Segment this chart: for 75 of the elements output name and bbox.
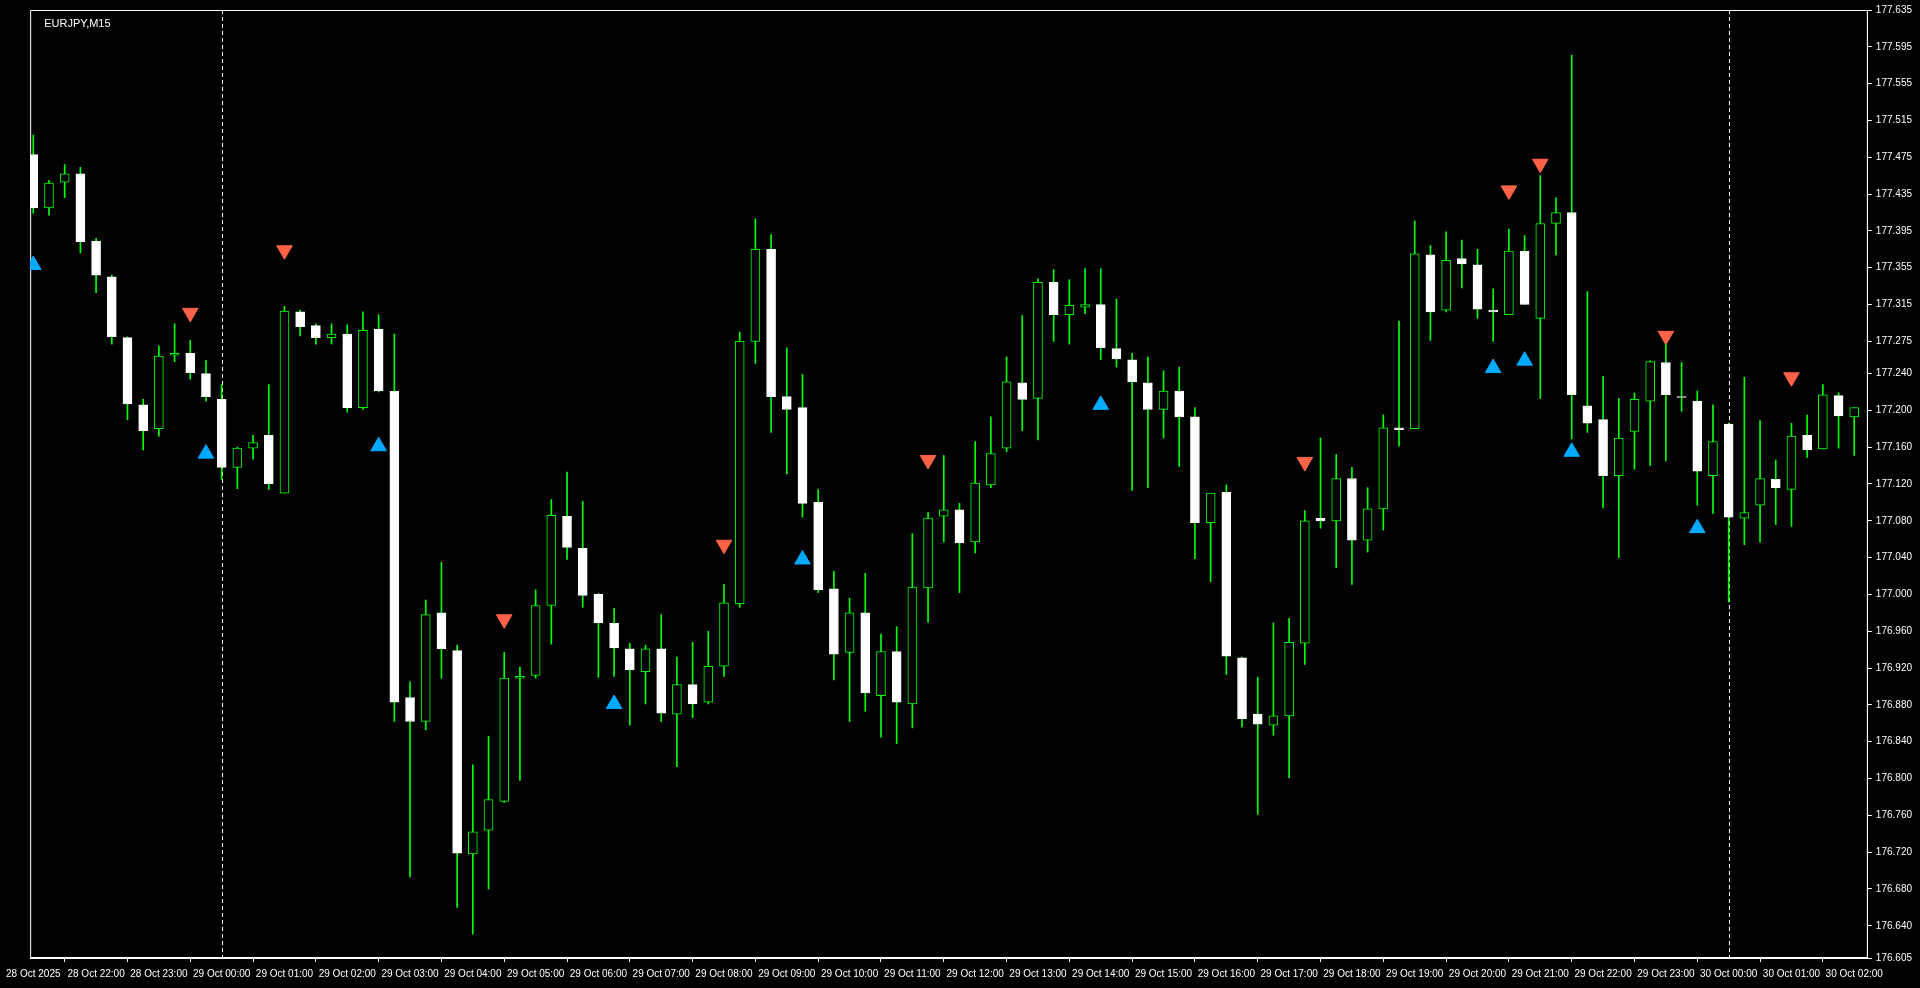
y-tick-label: 177.240 [1875, 367, 1913, 379]
y-tick-label: 177.555 [1875, 77, 1913, 89]
y-tick-label: 177.040 [1875, 551, 1913, 563]
x-tick-label: 29 Oct 16:00 [1197, 967, 1256, 979]
candlestick [1252, 676, 1263, 815]
x-tick-label: 29 Oct 08:00 [695, 967, 754, 979]
y-tick-label: 177.515 [1875, 114, 1913, 126]
y-tick-label: 177.120 [1875, 477, 1913, 489]
y-tick-label: 176.800 [1875, 772, 1913, 784]
candlestick [1456, 239, 1467, 289]
y-tick-label: 177.475 [1875, 151, 1913, 163]
y-tick-label: 177.435 [1875, 187, 1913, 199]
y-tick-label: 177.275 [1875, 335, 1913, 347]
x-tick-label: 28 Oct 23:00 [130, 967, 188, 979]
candlestick [468, 764, 478, 935]
x-tick-label: 29 Oct 15:00 [1134, 967, 1193, 979]
candlestick [1143, 356, 1153, 489]
candlestick [1755, 420, 1765, 543]
y-tick-label: 177.160 [1875, 440, 1913, 452]
candlestick [1551, 197, 1561, 256]
candlestick [1394, 320, 1404, 447]
candlestick [1127, 352, 1137, 491]
candlestick [1613, 398, 1624, 558]
y-tick-label: 177.080 [1875, 514, 1913, 526]
candlestick [781, 347, 792, 475]
y-tick-label: 176.760 [1875, 809, 1913, 821]
y-tick-label: 176.840 [1875, 735, 1913, 747]
x-tick-label: 29 Oct 13:00 [1009, 967, 1068, 979]
x-tick-label: 29 Oct 07:00 [632, 967, 691, 979]
x-tick-label: 29 Oct 06:00 [569, 967, 628, 979]
y-tick-label: 177.355 [1875, 261, 1913, 273]
candlestick [515, 666, 525, 781]
candlestick [938, 455, 949, 543]
text: EURJPY,M15 [44, 16, 111, 29]
x-tick-label: 29 Oct 23:00 [1637, 967, 1695, 979]
x-tick-label: 28 Oct 22:00 [67, 967, 126, 979]
x-tick-label: 29 Oct 10:00 [820, 967, 879, 979]
y-tick-label: 177.635 [1875, 3, 1913, 15]
x-tick-label: 29 Oct 03:00 [381, 967, 440, 979]
x-tick-label: 29 Oct 14:00 [1072, 967, 1130, 979]
y-tick-label: 177.315 [1875, 298, 1913, 310]
x-tick-label: 29 Oct 05:00 [506, 967, 565, 979]
y-tick-label: 176.920 [1875, 661, 1913, 673]
x-tick-label: 29 Oct 11:00 [884, 967, 942, 979]
y-tick-label: 177.200 [1875, 404, 1913, 416]
candlestick [1080, 268, 1090, 315]
candlestick [1849, 407, 1860, 456]
x-tick-label: 29 Oct 00:00 [193, 967, 251, 979]
y-tick-label: 176.720 [1875, 845, 1913, 857]
x-tick-label: 29 Oct 01:00 [255, 967, 314, 979]
x-tick-label: 30 Oct 02:00 [1825, 967, 1884, 979]
candlestick [405, 681, 415, 878]
y-tick-label: 177.000 [1875, 588, 1913, 600]
y-tick-label: 176.880 [1875, 698, 1913, 710]
y-tick-label: 176.605 [1875, 951, 1913, 963]
x-tick-label: 29 Oct 18:00 [1323, 967, 1381, 979]
x-tick-label: 28 Oct 2025 [6, 967, 61, 979]
y-tick-label: 177.595 [1875, 40, 1913, 52]
candlestick [1017, 315, 1028, 431]
x-tick-label: 29 Oct 17:00 [1260, 967, 1319, 979]
x-tick-label: 30 Oct 00:00 [1700, 967, 1758, 979]
y-tick-label: 176.960 [1875, 625, 1913, 637]
x-tick-label: 29 Oct 21:00 [1511, 967, 1570, 979]
x-tick-label: 29 Oct 09:00 [758, 967, 816, 979]
y-tick-label: 177.395 [1875, 224, 1913, 236]
x-tick-label: 29 Oct 04:00 [444, 967, 502, 979]
x-tick-label: 29 Oct 19:00 [1386, 967, 1444, 979]
x-tick-label: 29 Oct 22:00 [1574, 967, 1633, 979]
candlestick [1770, 459, 1781, 525]
x-tick-label: 29 Oct 02:00 [318, 967, 377, 979]
y-tick-label: 176.680 [1875, 882, 1913, 894]
x-tick-label: 30 Oct 01:00 [1762, 967, 1821, 979]
x-tick-label: 29 Oct 20:00 [1448, 967, 1507, 979]
x-tick-label: 29 Oct 12:00 [946, 967, 1005, 979]
y-tick-label: 176.640 [1875, 919, 1913, 931]
